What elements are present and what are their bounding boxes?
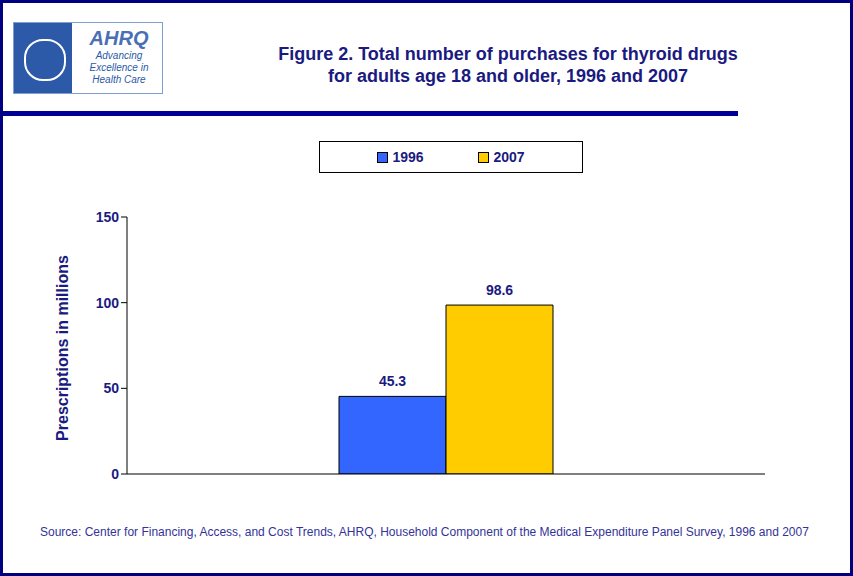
html-text:AHRQ: AHRQ [89,27,149,49]
html-text:Source: Center for Financing,: Source: Center for Financing, Access, an… [40,525,809,539]
svg-text:0: 0 [111,466,119,482]
html-text:Advancing Excellence in Health: Advancing Excellence in Health Care [89,50,149,85]
svg-text:150: 150 [96,209,120,225]
html-text:2007: 2007 [493,149,525,165]
svg-text:45.3: 45.3 [379,373,406,389]
html-text:Prescriptions in millions: Prescriptions in millions [54,255,71,441]
html-text:Figure 2. Total number of purc: Figure 2. Total number of purchases for … [278,44,738,86]
html-text:1996: 1996 [392,149,424,165]
svg-text:50: 50 [103,380,119,396]
svg-text:98.6: 98.6 [486,282,513,298]
svg-text:100: 100 [96,295,120,311]
